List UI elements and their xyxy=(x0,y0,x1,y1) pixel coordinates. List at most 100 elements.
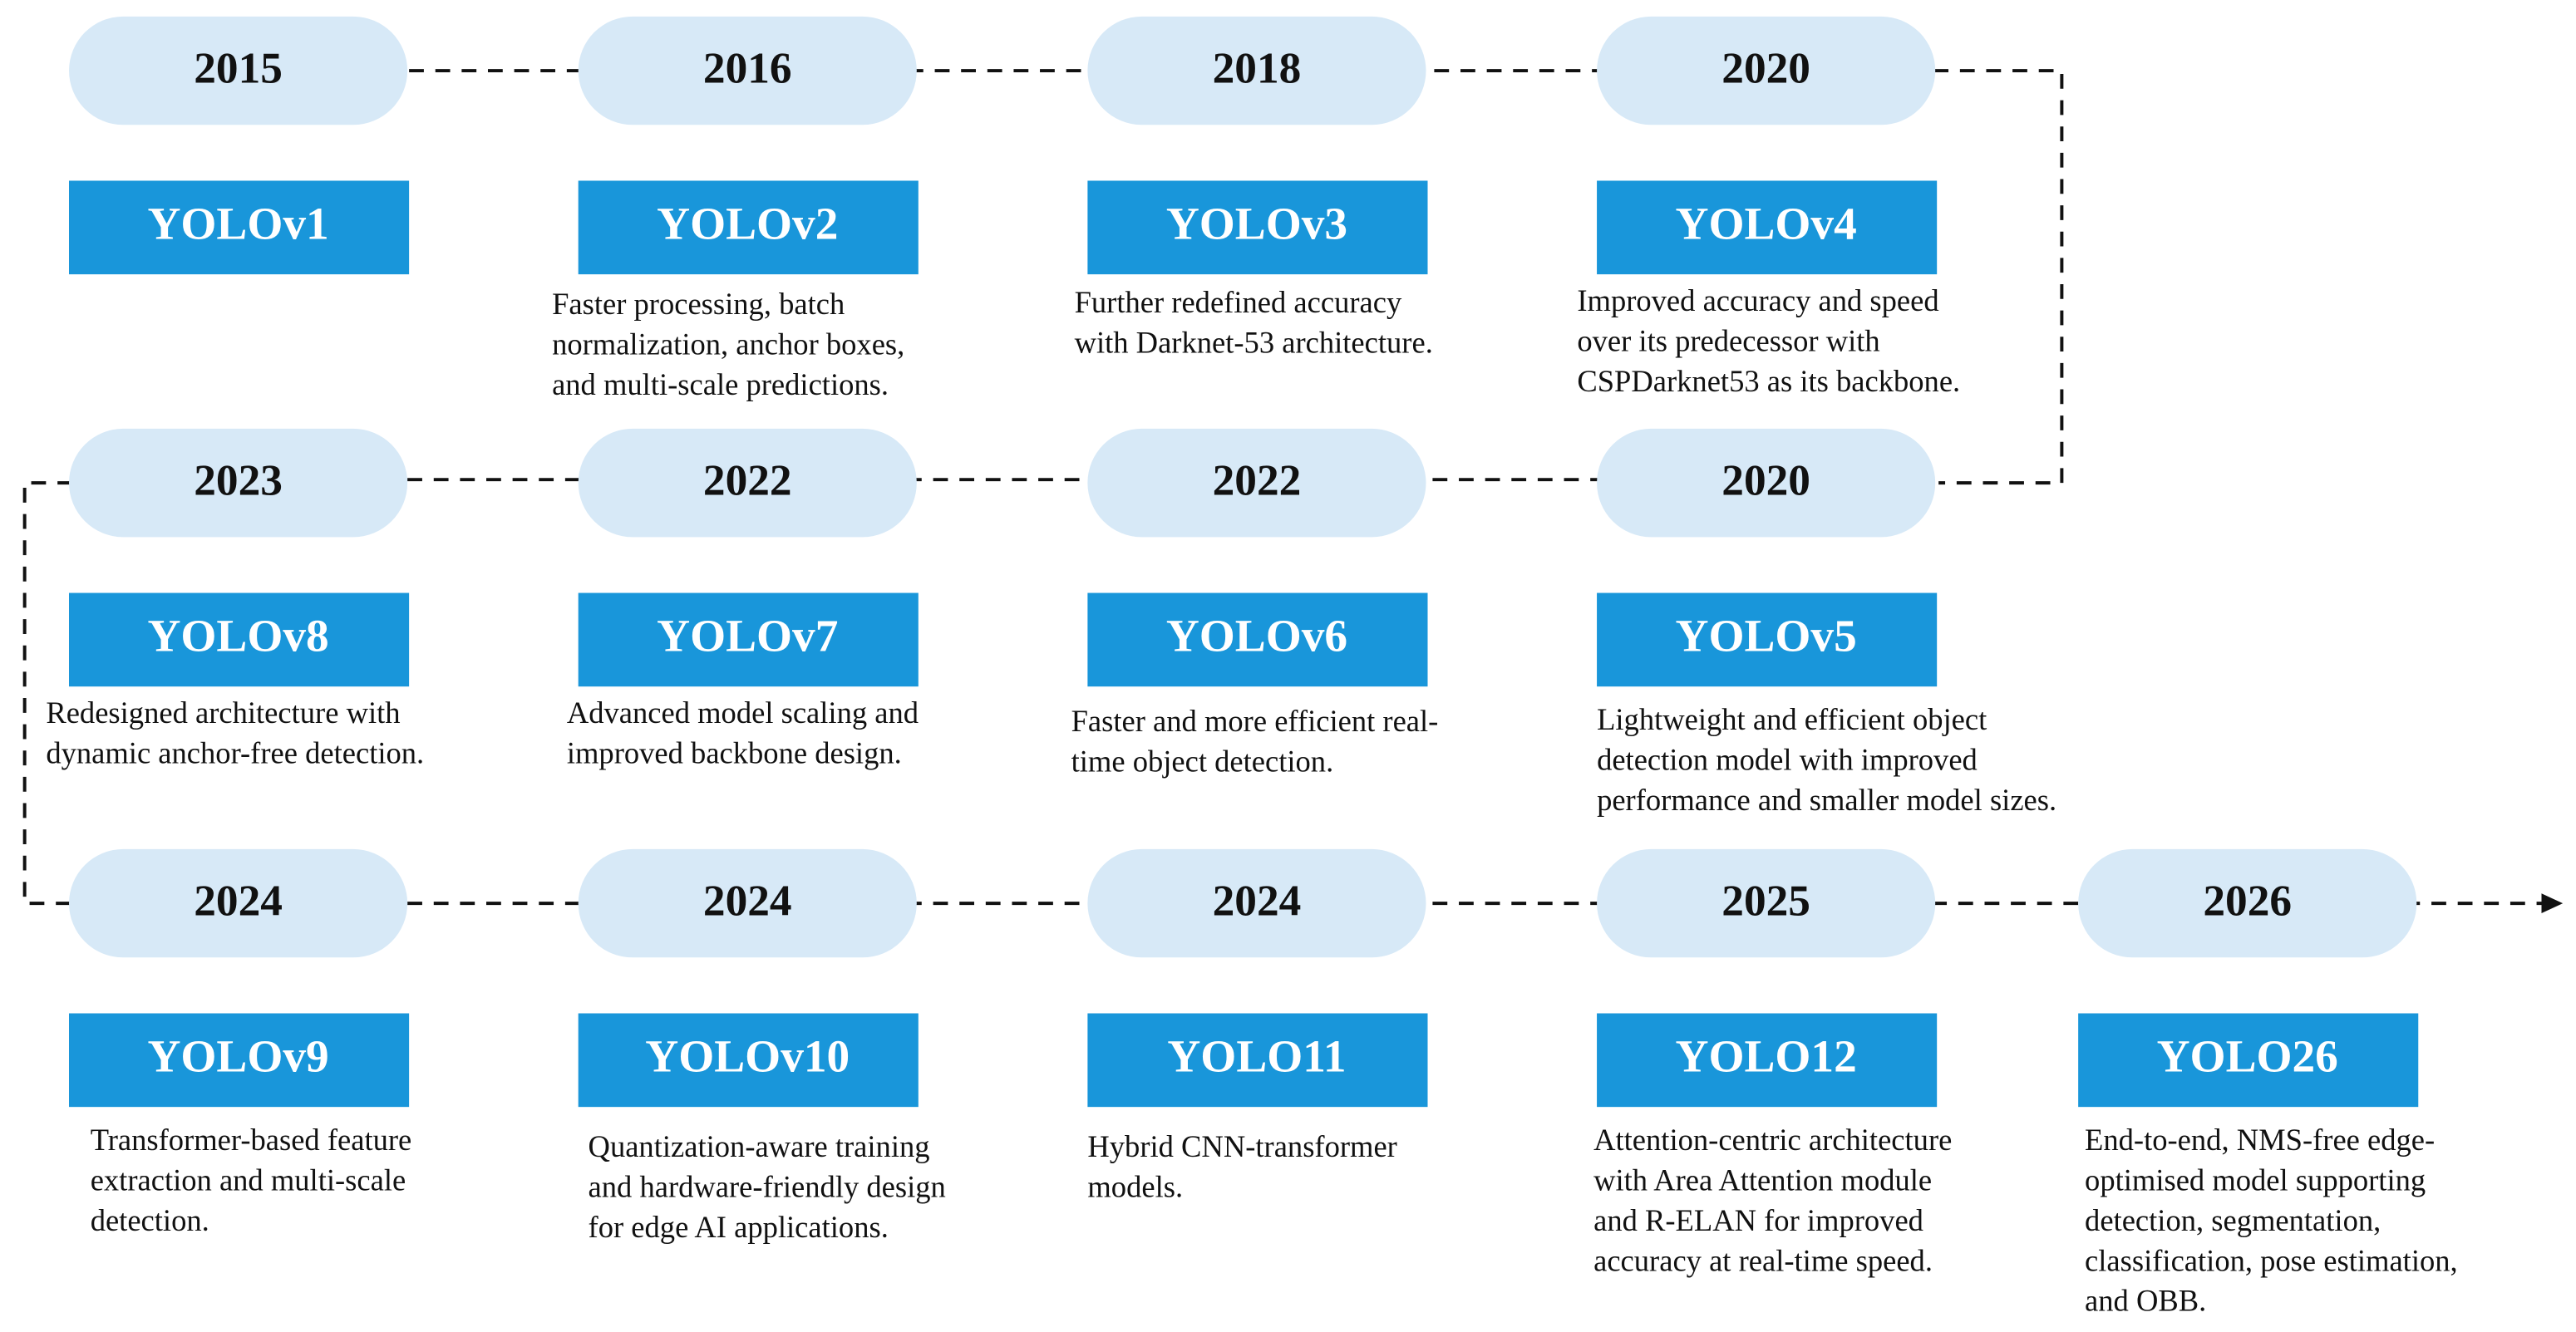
description-line: normalization, anchor boxes, xyxy=(552,327,904,361)
description-line: and hardware-friendly design xyxy=(589,1169,946,1203)
model-label: YOLOv8 xyxy=(147,611,328,661)
description-line: with Area Attention module xyxy=(1593,1162,1932,1197)
nodes: 2015 YOLOv1 2016 YOLOv2 Faster processing, b… xyxy=(46,16,2458,1318)
year-label: 2024 xyxy=(194,875,283,925)
model-label: YOLOv2 xyxy=(657,198,838,248)
description-line: Improved accuracy and speed xyxy=(1577,283,1938,317)
description-line: dynamic anchor-free detection. xyxy=(46,736,424,770)
year-pill xyxy=(69,848,408,958)
year-label: 2025 xyxy=(1721,875,1810,925)
model-box xyxy=(1597,592,1938,687)
year-pill xyxy=(1597,16,1936,125)
model-box xyxy=(69,180,410,275)
model-box xyxy=(69,592,410,687)
model-label: YOLOv3 xyxy=(1166,198,1347,248)
description-line: Faster processing, batch xyxy=(552,287,845,321)
description-line: for edge AI applications. xyxy=(589,1210,889,1244)
year-label: 2018 xyxy=(1213,42,1302,92)
timeline-node: 2024 YOLOv10 Quantization-aware training an… xyxy=(578,848,946,1244)
description-line: Quantization-aware training xyxy=(589,1129,930,1163)
description-line: detection. xyxy=(91,1203,209,1237)
year-pill xyxy=(578,428,917,538)
model-label: YOLO12 xyxy=(1676,1031,1857,1082)
year-pill xyxy=(1087,848,1426,958)
description-line: End-to-end, NMS-free edge- xyxy=(2085,1123,2435,1157)
model-box xyxy=(69,1013,410,1108)
year-pill xyxy=(69,16,408,125)
year-pill xyxy=(578,848,917,958)
description-line: classification, pose estimation, xyxy=(2085,1243,2458,1277)
description-line: Transformer-based feature xyxy=(91,1123,412,1157)
description-line: performance and smaller model sizes. xyxy=(1597,783,2056,817)
description-line: and multi-scale predictions. xyxy=(552,367,889,401)
description-line: and OBB. xyxy=(2085,1284,2206,1318)
description-line: Hybrid CNN-transformer xyxy=(1087,1129,1396,1163)
description-line: Advanced model scaling and xyxy=(567,695,919,730)
year-label: 2024 xyxy=(1213,875,1302,925)
year-label: 2020 xyxy=(1721,42,1810,92)
year-pill xyxy=(1597,848,1936,958)
description-line: and R-ELAN for improved xyxy=(1593,1203,1923,1237)
timeline-node: 2022 YOLOv6 Faster and more efficient real… xyxy=(1071,428,1439,778)
description-line: Faster and more efficient real- xyxy=(1071,704,1439,738)
model-box xyxy=(1087,592,1428,687)
description-line: Lightweight and efficient object xyxy=(1597,702,1987,736)
model-box xyxy=(1087,180,1428,275)
year-pill xyxy=(69,428,408,538)
year-pill xyxy=(1087,16,1426,125)
model-label: YOLO26 xyxy=(2157,1031,2338,1082)
year-label: 2026 xyxy=(2203,875,2292,925)
timeline-node: 2023 YOLOv8 Redesigned architecture with dy… xyxy=(46,428,424,770)
description-line: detection, segmentation, xyxy=(2085,1203,2381,1237)
timeline-node: 2018 YOLOv3 Further redefined accuracy with… xyxy=(1075,16,1433,359)
model-box xyxy=(578,592,919,687)
arrow-head xyxy=(2541,893,2564,913)
year-label: 2024 xyxy=(703,875,792,925)
timeline-node: 2020 YOLOv5 Lightweight and efficient obje… xyxy=(1597,428,2056,817)
model-label: YOLO11 xyxy=(1167,1031,1346,1082)
model-label: YOLOv7 xyxy=(657,611,838,661)
model-label: YOLOv5 xyxy=(1676,611,1857,661)
timeline-node: 2022 YOLOv7 Advanced model scaling and impr… xyxy=(567,428,919,770)
year-pill xyxy=(1597,428,1936,538)
year-pill xyxy=(2078,848,2417,958)
description-line: detection model with improved xyxy=(1597,742,1978,776)
description-line: Further redefined accuracy xyxy=(1075,285,1402,319)
timeline-node: 2025 YOLO12 Attention-centric architecture… xyxy=(1593,848,1952,1277)
connector xyxy=(22,481,72,906)
description-line: with Darknet-53 architecture. xyxy=(1075,325,1433,359)
timeline-node: 2024 YOLOv9 Transformer-based feature extra… xyxy=(69,848,412,1237)
timeline-node: 2026 YOLO26 End-to-end, NMS-free edge-opti… xyxy=(2078,848,2458,1318)
description-line: accuracy at real-time speed. xyxy=(1593,1243,1933,1277)
model-label: YOLOv1 xyxy=(147,198,328,248)
timeline-node: 2015 YOLOv1 xyxy=(69,16,410,275)
year-pill xyxy=(1087,428,1426,538)
model-box xyxy=(578,180,919,275)
model-label: YOLOv10 xyxy=(645,1031,850,1082)
model-label: YOLOv4 xyxy=(1676,198,1857,248)
timeline-node: 2016 YOLOv2 Faster processing, batch normal… xyxy=(552,16,919,401)
connector xyxy=(409,69,2064,485)
description-line: time object detection. xyxy=(1071,744,1334,778)
description-line: Attention-centric architecture xyxy=(1593,1123,1952,1157)
year-label: 2022 xyxy=(703,455,792,504)
year-label: 2022 xyxy=(1213,455,1302,504)
description-line: models. xyxy=(1087,1169,1183,1203)
description-line: extraction and multi-scale xyxy=(91,1162,406,1197)
year-label: 2023 xyxy=(194,455,283,504)
year-label: 2016 xyxy=(703,42,792,92)
timeline-node: 2020 YOLOv4 Improved accuracy and speed ove… xyxy=(1577,16,1960,398)
model-box xyxy=(578,1013,919,1108)
model-label: YOLOv9 xyxy=(147,1031,328,1082)
description-line: optimised model supporting xyxy=(2085,1162,2426,1197)
model-box xyxy=(1597,1013,1938,1108)
model-box xyxy=(1597,180,1938,275)
description-line: over its predecessor with xyxy=(1577,324,1879,358)
model-label: YOLOv6 xyxy=(1166,611,1347,661)
year-label: 2015 xyxy=(194,42,283,92)
year-pill xyxy=(578,16,917,125)
model-box xyxy=(1087,1013,1428,1108)
description-line: improved backbone design. xyxy=(567,736,902,770)
model-box xyxy=(2078,1013,2419,1108)
